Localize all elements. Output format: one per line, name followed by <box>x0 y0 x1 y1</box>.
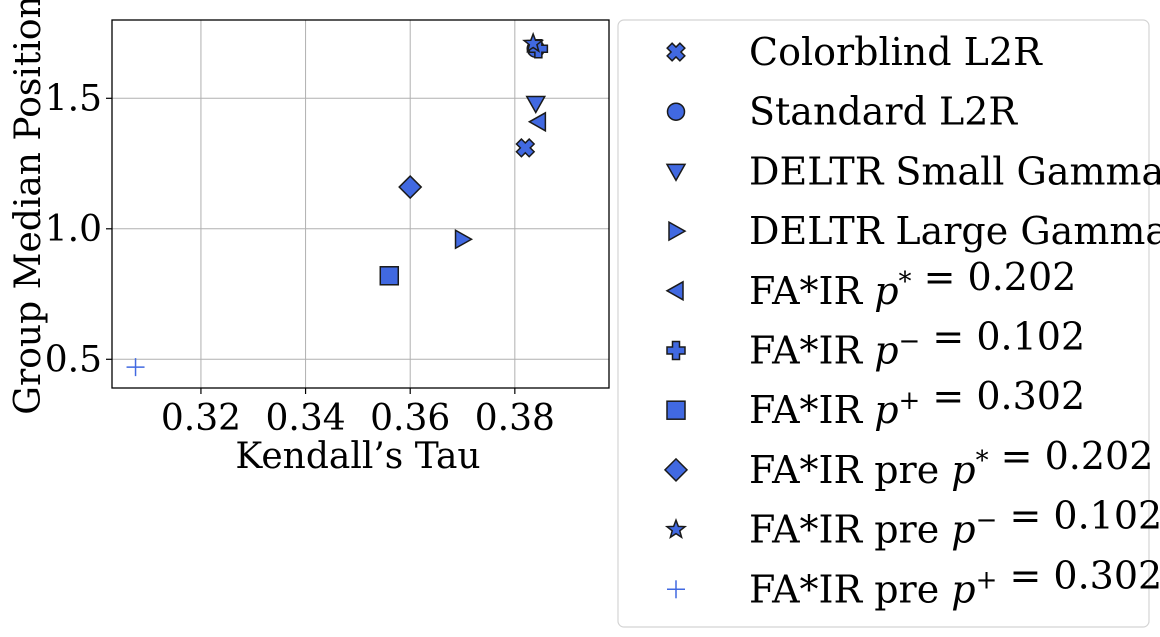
data-point <box>527 111 547 133</box>
data-point <box>126 358 145 377</box>
legend-label: Standard L2R <box>749 90 1018 134</box>
legend-entry: FA*IR p+ = 0.302 <box>666 374 1085 432</box>
x-axis-label: Kendall’s Tau <box>235 436 480 477</box>
legend: Colorblind L2R Standard L2R DELTR Small Ga… <box>617 19 1160 628</box>
legend-entry: DELTR Small Gamma <box>665 149 1160 193</box>
data-points <box>126 31 549 377</box>
legend-marker <box>665 163 687 182</box>
legend-entry: FA*IR pre p* = 0.202 <box>663 434 1153 492</box>
data-point <box>398 174 423 200</box>
legend-entry: FA*IR pre p− = 0.102 <box>664 494 1160 552</box>
legend-entry: Standard L2R <box>666 90 1018 134</box>
legend-label: FA*IR p* = 0.202 <box>749 255 1076 313</box>
legend-entry: Colorblind L2R <box>666 30 1043 74</box>
legend-label: FA*IR p+ = 0.302 <box>749 374 1085 432</box>
y-axis-label: Group Median Position <box>8 0 49 415</box>
axis-ticks: 0.32 0.34 0.36 0.38 0.5 1.0 1.5 <box>45 78 555 439</box>
y-tick-label: 1.5 <box>45 78 102 119</box>
legend-entry: FA*IR pre p+ = 0.302 <box>667 553 1160 611</box>
legend-marker <box>664 517 688 540</box>
x-tick-label: 0.34 <box>265 398 345 439</box>
y-tick-label: 1.0 <box>45 209 102 250</box>
legend-entry: FA*IR p− = 0.102 <box>666 315 1085 373</box>
data-point <box>522 31 545 53</box>
legend-marker <box>666 340 686 361</box>
legend-marker <box>663 457 689 482</box>
legend-label: Colorblind L2R <box>749 30 1043 74</box>
legend-marker <box>668 220 687 242</box>
legend-label: FA*IR pre p− = 0.102 <box>749 494 1160 552</box>
legend-marker <box>666 42 686 62</box>
legend-marker <box>666 400 686 420</box>
plot-frame <box>111 19 610 389</box>
legend-entry: FA*IR p* = 0.202 <box>665 255 1076 313</box>
legend-label: FA*IR p− = 0.102 <box>749 315 1085 373</box>
legend-entry: DELTR Large Gamma <box>668 209 1160 253</box>
legend-box <box>617 19 1150 628</box>
data-point <box>525 95 547 115</box>
legend-marker <box>666 102 686 121</box>
legend-label: FA*IR pre p+ = 0.302 <box>749 553 1160 611</box>
data-point <box>515 137 536 158</box>
x-tick-label: 0.36 <box>370 398 450 439</box>
legend-marker <box>665 280 684 302</box>
data-point <box>454 228 474 250</box>
legend-marker <box>667 580 685 599</box>
legend-label: DELTR Small Gamma <box>749 149 1160 193</box>
x-tick-label: 0.32 <box>161 398 241 439</box>
data-point <box>379 266 400 286</box>
grid-lines <box>112 20 609 388</box>
legend-label: FA*IR pre p* = 0.202 <box>749 434 1153 492</box>
y-tick-label: 0.5 <box>45 339 102 380</box>
x-tick-label: 0.38 <box>475 398 555 439</box>
legend-label: DELTR Large Gamma <box>749 209 1160 253</box>
